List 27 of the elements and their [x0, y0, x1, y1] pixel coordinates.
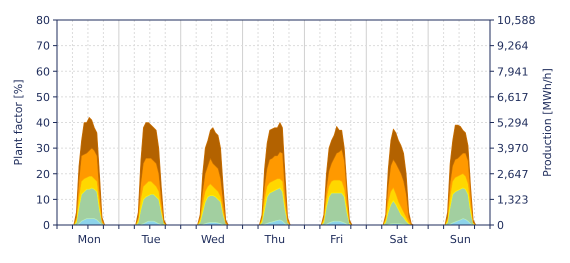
x-tick-label: Mon: [78, 233, 101, 246]
y-tick-label: 30: [36, 142, 50, 156]
y-tick-label: 80: [36, 14, 50, 27]
y2-tick-label: 10,588: [497, 14, 536, 27]
y2-tick-label: 7,941: [497, 65, 528, 78]
y-tick-label: 20: [36, 168, 50, 181]
y-tick-label: 10: [36, 193, 50, 206]
y-tick-label: 70: [36, 40, 50, 53]
x-tick-label: Fri: [330, 233, 344, 246]
x-tick-label: Sun: [450, 233, 471, 246]
y-tick-label: 0: [43, 219, 50, 232]
y2-tick-label: 2,647: [497, 168, 528, 181]
y2-tick-label: 5,294: [497, 116, 528, 130]
y2-tick-label: 6,617: [497, 90, 528, 104]
x-tick-label: Thu: [263, 233, 286, 246]
y-tick-label: 50: [36, 90, 50, 104]
y-axis-title: Plant factor [%]: [12, 80, 25, 166]
y2-tick-label: 0: [497, 219, 504, 232]
y2-tick-label: 3,970: [497, 142, 528, 156]
y2-tick-label: 9,264: [497, 40, 528, 53]
x-tick-label: Tue: [140, 233, 161, 246]
y-tick-label: 40: [36, 116, 50, 130]
y-tick-label: 60: [36, 65, 50, 78]
y2-tick-label: 1,323: [497, 193, 528, 206]
y2-axis-title: Production [MWh/h]: [541, 68, 554, 177]
x-tick-label: Sat: [389, 233, 408, 246]
x-tick-label: Wed: [200, 233, 225, 246]
